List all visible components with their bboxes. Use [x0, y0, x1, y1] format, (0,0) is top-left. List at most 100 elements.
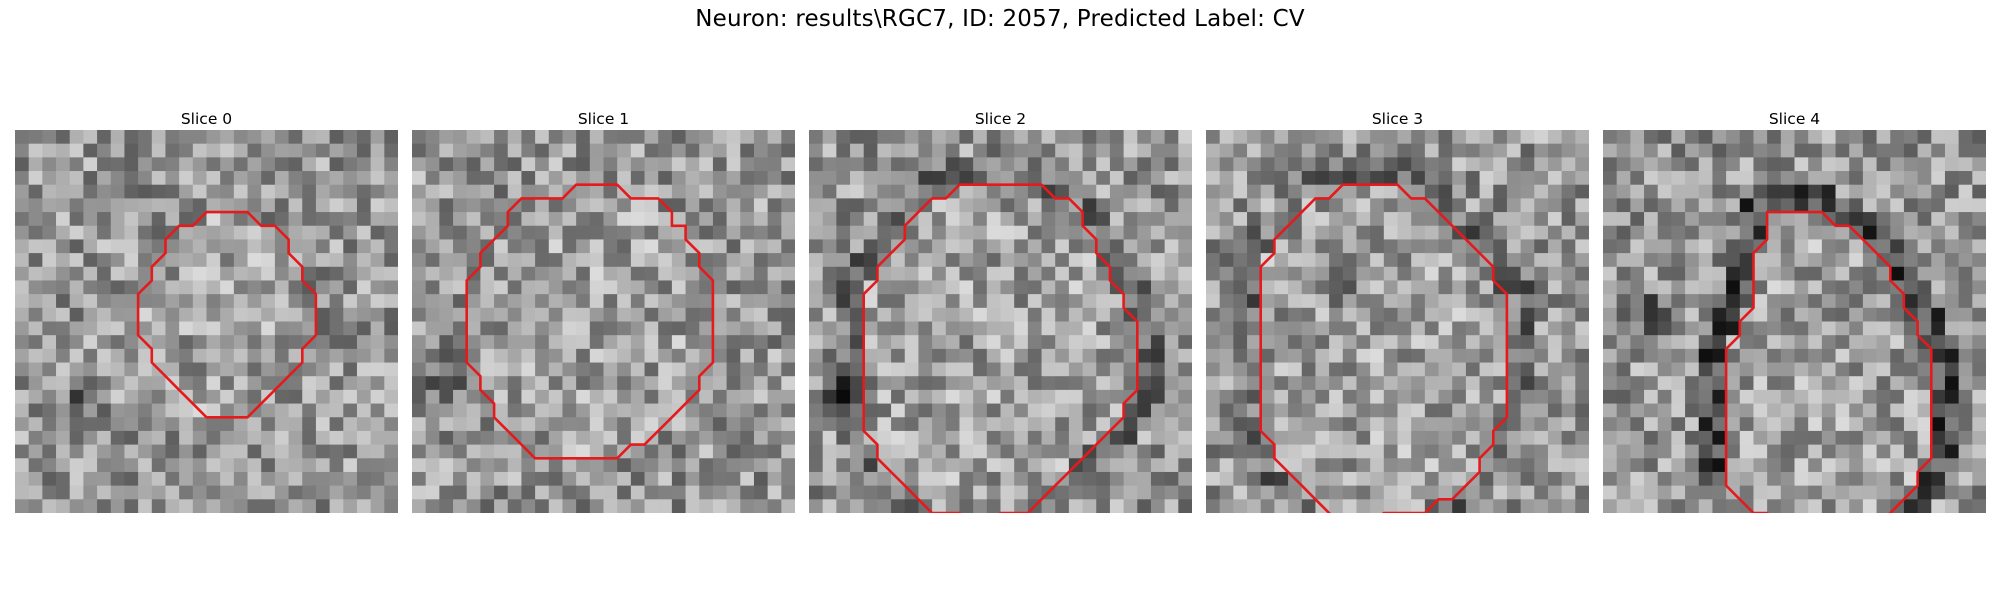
pixel	[1096, 212, 1110, 226]
pixel	[207, 376, 221, 390]
pixel	[220, 404, 234, 418]
pixel	[480, 363, 494, 377]
pixel	[1521, 335, 1535, 349]
pixel	[1699, 185, 1713, 199]
pixel	[1398, 253, 1412, 267]
pixel	[549, 390, 563, 404]
pixel	[1315, 486, 1329, 500]
pixel	[521, 157, 535, 171]
pixel	[549, 404, 563, 418]
pixel	[1083, 376, 1097, 390]
pixel	[1685, 171, 1699, 185]
pixel	[29, 458, 43, 472]
pixel	[165, 157, 179, 171]
pixel	[1452, 499, 1466, 513]
pixel	[1712, 239, 1726, 253]
pixel	[261, 294, 275, 308]
pixel	[248, 390, 262, 404]
pixel	[29, 226, 43, 240]
pixel	[1890, 445, 1904, 459]
pixel	[576, 267, 590, 281]
pixel	[946, 458, 960, 472]
pixel	[1370, 212, 1384, 226]
pixel	[467, 404, 481, 418]
pixel	[124, 404, 138, 418]
pixel	[877, 431, 891, 445]
pixel	[56, 144, 70, 158]
pixel	[1083, 280, 1097, 294]
pixel	[658, 349, 672, 363]
pixel	[1685, 226, 1699, 240]
pixel	[1247, 431, 1261, 445]
pixel	[686, 130, 700, 144]
pixel	[1315, 390, 1329, 404]
pixel	[604, 499, 618, 513]
pixel	[83, 417, 97, 431]
pixel	[740, 171, 754, 185]
pixel	[165, 472, 179, 486]
pixel	[1302, 157, 1316, 171]
pixel	[1877, 376, 1891, 390]
pixel	[316, 157, 330, 171]
pixel	[1151, 185, 1165, 199]
pixel	[42, 185, 56, 199]
pixel	[467, 458, 481, 472]
pixel	[521, 335, 535, 349]
pixel	[453, 280, 467, 294]
pixel	[932, 198, 946, 212]
pixel	[83, 499, 97, 513]
pixel	[261, 185, 275, 199]
pixel	[1233, 185, 1247, 199]
pixel	[1165, 390, 1179, 404]
pixel	[1890, 390, 1904, 404]
pixel	[1534, 171, 1548, 185]
pixel	[535, 253, 549, 267]
pixel	[1274, 404, 1288, 418]
pixel	[1137, 486, 1151, 500]
pixel	[357, 445, 371, 459]
pixel	[111, 458, 125, 472]
pixel	[781, 144, 795, 158]
pixel	[1206, 335, 1220, 349]
pixel	[1233, 294, 1247, 308]
pixel	[672, 486, 686, 500]
pixel	[179, 363, 193, 377]
pixel	[275, 130, 289, 144]
pixel	[302, 376, 316, 390]
pixel	[959, 335, 973, 349]
pixel	[1343, 239, 1357, 253]
pixel	[1685, 253, 1699, 267]
pixel	[439, 144, 453, 158]
pixel	[1904, 458, 1918, 472]
pixel	[850, 486, 864, 500]
pixel	[1151, 363, 1165, 377]
pixel	[1028, 130, 1042, 144]
pixel	[1534, 499, 1548, 513]
pixel	[672, 144, 686, 158]
pixel	[1151, 144, 1165, 158]
pixel	[1658, 253, 1672, 267]
pixel	[740, 280, 754, 294]
pixel	[357, 431, 371, 445]
pixel	[1466, 185, 1480, 199]
pixel	[864, 417, 878, 431]
pixel	[261, 280, 275, 294]
pixel	[1712, 144, 1726, 158]
pixel	[1781, 280, 1795, 294]
pixel	[1110, 185, 1124, 199]
pixel	[384, 458, 398, 472]
pixel	[905, 363, 919, 377]
pixel	[234, 404, 248, 418]
pixel	[1466, 322, 1480, 336]
pixel	[179, 212, 193, 226]
pixel	[768, 472, 782, 486]
pixel	[1178, 239, 1192, 253]
pixel	[1315, 280, 1329, 294]
pixel	[836, 335, 850, 349]
pixel	[1452, 253, 1466, 267]
pixel	[1918, 417, 1932, 431]
pixel	[426, 390, 440, 404]
pixel	[1671, 198, 1685, 212]
pixel	[1124, 404, 1138, 418]
pixel	[1178, 349, 1192, 363]
